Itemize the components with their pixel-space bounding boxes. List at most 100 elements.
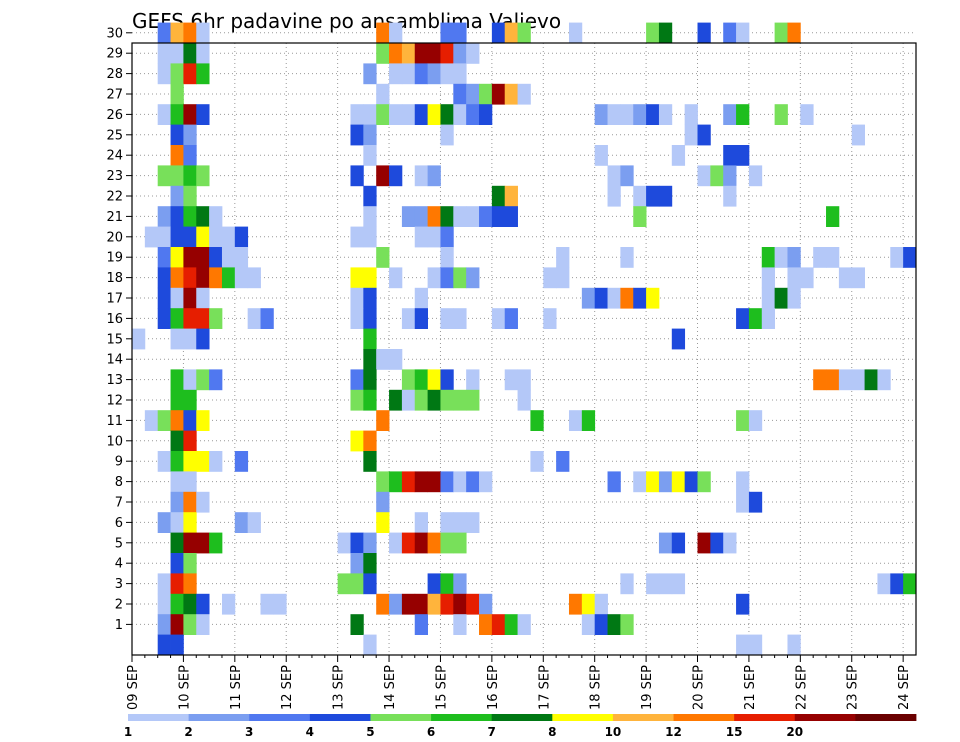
heatmap-cell bbox=[736, 634, 750, 656]
heatmap-cell bbox=[517, 83, 531, 105]
heatmap-cell bbox=[504, 206, 518, 227]
heatmap-cell bbox=[170, 593, 184, 615]
heatmap-cell bbox=[787, 287, 801, 309]
heatmap-cell bbox=[209, 308, 223, 329]
heatmap-cell bbox=[170, 83, 184, 105]
heatmap-cell bbox=[748, 491, 763, 513]
heatmap-cell bbox=[736, 491, 750, 513]
heatmap-cell bbox=[710, 165, 724, 187]
heatmap-cell bbox=[427, 63, 441, 85]
heatmap-cell bbox=[658, 185, 673, 207]
heatmap-cell bbox=[363, 63, 377, 85]
heatmap-cell bbox=[363, 226, 377, 248]
heatmap-cell bbox=[581, 287, 596, 309]
x-axis-ticks: 09 SEP 10 SEP 11 SEP 12 SEP 13 SEP 14 SEP 15 S… bbox=[126, 655, 912, 710]
heatmap-cell bbox=[440, 22, 454, 44]
heatmap-cell bbox=[658, 573, 673, 595]
heatmap-cell bbox=[774, 22, 788, 44]
heatmap-cell bbox=[183, 430, 197, 452]
heatmap-cell bbox=[157, 512, 171, 533]
heatmap-cell bbox=[376, 410, 390, 431]
heatmap-cell bbox=[363, 553, 377, 574]
heatmap-cell bbox=[183, 593, 197, 615]
heatmap-cell bbox=[363, 430, 377, 452]
heatmap-cell bbox=[196, 206, 210, 227]
heatmap-cell bbox=[440, 247, 454, 268]
heatmap-cell bbox=[517, 22, 531, 44]
y-tick-label: 22 bbox=[106, 190, 123, 205]
heatmap-cell bbox=[363, 145, 377, 166]
heatmap-cell bbox=[414, 532, 428, 554]
heatmap-cell bbox=[401, 63, 416, 85]
heatmap-cell bbox=[209, 451, 223, 472]
heatmap-cell bbox=[363, 369, 377, 391]
y-tick-label: 21 bbox=[106, 210, 123, 225]
y-tick-label: 11 bbox=[106, 414, 123, 429]
heatmap-cell bbox=[903, 573, 917, 595]
heatmap-cell bbox=[196, 287, 210, 309]
heatmap-cell bbox=[350, 369, 364, 391]
x-tick-label: 23 SEP bbox=[846, 665, 861, 710]
heatmap-cell bbox=[183, 308, 197, 329]
legend-label: 10 bbox=[605, 725, 622, 739]
heatmap-cell bbox=[658, 104, 673, 125]
heatmap-cell bbox=[440, 532, 454, 554]
x-tick-label: 24 SEP bbox=[897, 665, 912, 710]
heatmap-cell bbox=[479, 206, 493, 227]
heatmap-cell bbox=[170, 369, 184, 391]
heatmap-cell bbox=[851, 124, 865, 146]
heatmap-cell bbox=[157, 22, 171, 44]
heatmap-cell bbox=[170, 451, 184, 472]
x-tick-label: 22 SEP bbox=[794, 665, 809, 710]
y-tick-label: 5 bbox=[115, 536, 123, 551]
heatmap-cell bbox=[491, 206, 506, 227]
heatmap-cell bbox=[646, 22, 660, 44]
heatmap-cell bbox=[157, 573, 171, 595]
heatmap-cell bbox=[684, 471, 698, 493]
heatmap-cell bbox=[363, 185, 377, 207]
y-tick-label: 17 bbox=[106, 292, 123, 307]
heatmap-cell bbox=[170, 287, 184, 309]
heatmap-cell bbox=[157, 63, 171, 85]
heatmap-cell bbox=[466, 206, 480, 227]
heatmap-cell bbox=[440, 63, 454, 85]
y-tick-label: 19 bbox=[106, 251, 123, 266]
heatmap-cell bbox=[350, 553, 364, 574]
heatmap-cell bbox=[363, 267, 377, 289]
heatmap-cell bbox=[183, 491, 197, 513]
x-tick-label: 12 SEP bbox=[280, 665, 295, 710]
heatmap-cell bbox=[170, 124, 184, 146]
heatmap-cell bbox=[183, 471, 197, 493]
heatmap-cell bbox=[736, 410, 750, 431]
heatmap-cell bbox=[479, 614, 493, 635]
legend-label: 8 bbox=[548, 725, 556, 739]
heatmap-cell bbox=[209, 247, 223, 268]
heatmap-cell bbox=[453, 22, 467, 44]
heatmap-cell bbox=[170, 247, 184, 268]
heatmap-cell bbox=[556, 247, 570, 268]
heatmap-cell bbox=[183, 22, 197, 44]
heatmap-cell bbox=[427, 593, 441, 615]
heatmap-cell bbox=[170, 328, 184, 350]
heatmap-cell bbox=[350, 124, 364, 146]
heatmap-cell bbox=[646, 573, 660, 595]
heatmap-cell bbox=[697, 22, 711, 44]
heatmap-cell bbox=[170, 471, 184, 493]
heatmap-cell bbox=[736, 471, 750, 493]
heatmap-cell bbox=[684, 104, 698, 125]
heatmap-cell bbox=[697, 165, 711, 187]
heatmap-cell bbox=[389, 165, 403, 187]
heatmap-cell bbox=[234, 247, 249, 268]
y-tick-label: 25 bbox=[106, 128, 123, 143]
heatmap-cell bbox=[183, 532, 197, 554]
heatmap-cell bbox=[363, 124, 377, 146]
heatmap-cell bbox=[440, 43, 454, 64]
heatmap-cell bbox=[723, 165, 737, 187]
heatmap-cell bbox=[800, 267, 814, 289]
heatmap-cell bbox=[453, 573, 467, 595]
heatmap-cell bbox=[440, 226, 454, 248]
heatmap-cell bbox=[183, 145, 197, 166]
heatmap-cell bbox=[389, 104, 403, 125]
heatmap-cell bbox=[363, 389, 377, 411]
heatmap-cell bbox=[620, 287, 634, 309]
